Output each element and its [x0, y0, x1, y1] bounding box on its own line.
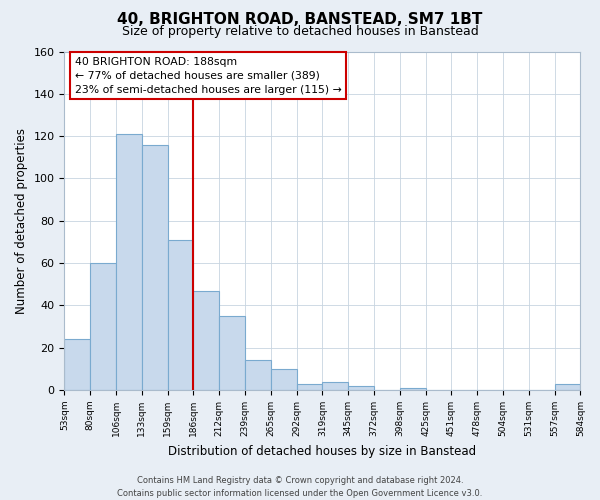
Bar [322, 382, 348, 390]
Text: Contains HM Land Registry data © Crown copyright and database right 2024.
Contai: Contains HM Land Registry data © Crown c… [118, 476, 482, 498]
Bar [193, 290, 219, 390]
Bar [116, 134, 142, 390]
Y-axis label: Number of detached properties: Number of detached properties [15, 128, 28, 314]
Bar [90, 263, 116, 390]
X-axis label: Distribution of detached houses by size in Banstead: Distribution of detached houses by size … [169, 444, 476, 458]
Bar [64, 340, 90, 390]
Bar [296, 384, 322, 390]
Bar [400, 388, 425, 390]
Text: 40, BRIGHTON ROAD, BANSTEAD, SM7 1BT: 40, BRIGHTON ROAD, BANSTEAD, SM7 1BT [118, 12, 482, 28]
Bar [219, 316, 245, 390]
Bar [167, 240, 193, 390]
Bar [245, 360, 271, 390]
Bar [271, 369, 296, 390]
Bar [142, 144, 167, 390]
Text: Size of property relative to detached houses in Banstead: Size of property relative to detached ho… [122, 25, 478, 38]
Bar [348, 386, 374, 390]
Text: 40 BRIGHTON ROAD: 188sqm
← 77% of detached houses are smaller (389)
23% of semi-: 40 BRIGHTON ROAD: 188sqm ← 77% of detach… [75, 56, 341, 94]
Bar [554, 384, 580, 390]
